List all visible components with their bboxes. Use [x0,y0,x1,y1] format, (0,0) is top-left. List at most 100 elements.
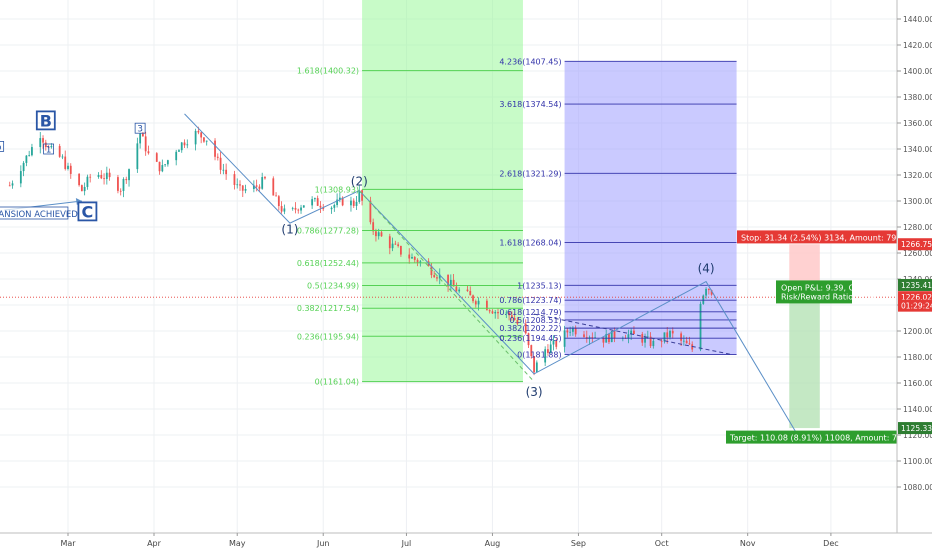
fib-extension-level-label: 0.786(1223.74) [499,296,561,305]
candle-body-down [474,301,477,305]
candle-body-down [513,317,516,320]
candle-body-down [555,340,558,347]
x-axis-background [0,533,932,550]
candle-body-down [530,345,533,357]
fib-extension-level-label: 2.618(1321.29) [499,169,561,178]
target-label: Target: 110.08 (8.91%) 11008, Amount: 7 [729,434,897,443]
candle-body-down [680,333,682,341]
candle-body-up [333,204,336,208]
y-tick-label: 1260.00 [903,249,932,258]
y-tick-label: 1140.00 [903,405,932,414]
fib-retracement-zone [362,0,523,382]
candle-body-down [508,312,510,316]
candle-body-down [233,174,236,185]
stop-label-box [737,230,897,244]
drawings [0,60,897,436]
candle-body-down [375,231,377,237]
x-tick-label: Dec [823,539,838,548]
candle-body-down [214,140,216,157]
candle-body-up [505,312,508,314]
candle-body-down [272,178,275,196]
candle-body-down [144,136,147,152]
candle-body-down [671,330,674,334]
candle-body-up [569,331,572,333]
y-tick-label: 1320.00 [903,171,932,180]
y-tick-label: 1380.00 [903,93,932,102]
candle-body-up [391,243,394,249]
candle-body-up [194,130,197,145]
fib-extension-level-label: 1.618(1268.04) [499,239,561,248]
candle-body-down [688,343,691,345]
wave-label-box [134,122,146,134]
candle-body-down [275,195,277,197]
candle-body-up [411,257,413,259]
price-marker-box [898,299,932,312]
candle-body-up [627,334,630,339]
candle-body-down [241,185,244,191]
x-tick-label: Oct [655,539,669,548]
candle-body-up [236,184,239,186]
candle-body-down [707,288,710,291]
candle-body-down [488,310,491,312]
fib-extension-level-label: 0.236(1194.45) [499,334,561,343]
candle-body-up [28,155,31,157]
y-tick-label: 1400.00 [903,67,932,76]
candle-body-down [352,200,355,206]
pnl-label-line2: Risk/Reward Ratio: 3.51 [781,292,876,301]
candle-body-up [136,143,139,170]
candle-body-up [377,232,380,237]
candle-body-down [142,133,144,137]
candle-body-down [277,196,280,207]
candle-body-up [300,207,302,211]
candle-body-up [180,142,183,151]
candle-body-down [216,156,219,158]
candle-body-down [533,356,535,373]
wave-label-box [77,201,98,222]
extension-channel-line [533,313,732,355]
y-tick-label: 1420.00 [903,41,932,50]
candle-body-up [338,197,341,200]
candle-body-up [19,171,22,184]
candle-body-down [408,254,411,259]
candle-body-down [433,275,436,278]
fibonacci-zones [362,0,820,429]
candle-body-down [69,165,72,174]
price-marker-label: 1235.41 [901,281,932,290]
y-axis: 1080.00 1100.00 1120.00 1140.00 1160.00 1180.… [896,0,932,533]
candle-body-down [660,340,663,342]
candle-body-up [494,311,497,314]
candle-body-down [125,179,128,181]
y-tick-label: 1120.00 [903,431,932,440]
candle-body-down [685,340,688,344]
y-tick-label: 1340.00 [903,145,932,154]
fib-extension-level-label: 4.236(1407.45) [499,57,561,66]
candle-body-down [225,169,228,175]
candle-body-down [472,295,474,302]
price-marker-box [898,278,932,291]
candle-body-down [574,328,577,335]
price-marker-label: 1226.02 [901,293,932,302]
wave-label-box [43,143,54,155]
pnl-label-box [776,280,852,304]
candle-body-down [316,198,319,206]
candle-body-down [491,311,494,314]
retracement-trend-line [358,190,535,383]
fib-extension-level-label: 1(1235.13) [517,281,561,290]
candle-body-up [358,190,361,202]
candle-body-down [527,333,530,346]
candle-body-up [11,183,14,186]
annotation-text: XPANSION ACHIEVED [0,210,78,220]
candle-body-up [652,340,655,347]
candle-body-down [103,178,105,180]
x-tick-label: Sep [571,539,586,548]
candle-body-up [83,186,86,192]
candle-body-up [222,169,225,171]
chart-labels: 1.618(1400.32) 1(1308.93) 0.786(1277.28) 0.… [0,57,897,444]
candle-body-down [397,244,400,246]
candle-body-down [633,330,635,335]
candle-body-up [477,300,480,305]
candle-body-up [186,144,189,146]
candle-body-down [147,151,150,154]
fib-retracement-level-label: 0.618(1252.44) [297,259,359,268]
